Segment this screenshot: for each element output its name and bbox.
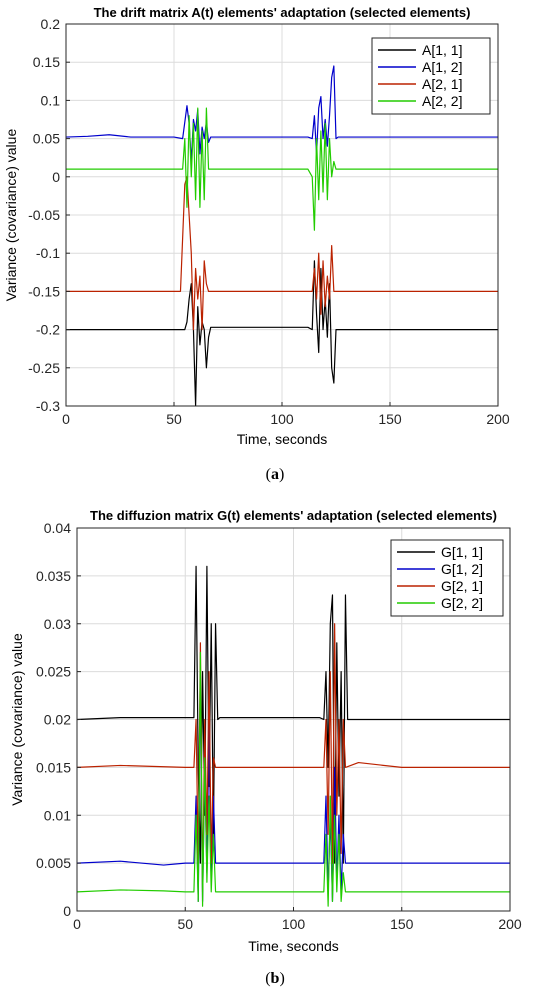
chart-b-y-tick-label: 0.02 [44, 712, 71, 728]
chart-a-title: The drift matrix A(t) elements' adaptati… [94, 5, 471, 20]
chart-a-y-tick-label: 0.15 [33, 54, 60, 70]
chart-b-x-axis-label: Time, seconds [248, 938, 339, 954]
chart-a-legend: A[1, 1]A[1, 2]A[2, 1]A[2, 2] [371, 37, 491, 115]
chart-a-y-tick-label: -0.2 [36, 322, 60, 338]
chart-a-lines [66, 65, 498, 406]
caption-a-letter: a [271, 466, 279, 483]
chart-a-legend-entry: A[1, 1] [422, 42, 462, 58]
chart-a-y-tick-label: 0.05 [33, 131, 60, 147]
chart-a-x-tick-label: 50 [166, 411, 182, 427]
chart-a-series-line-2 [66, 65, 498, 163]
chart-b-legend: G[1, 1]G[1, 2]G[2, 1]G[2, 2] [390, 539, 504, 617]
chart-b-legend-entry: G[1, 2] [441, 561, 483, 577]
chart-b-title: The diffuzion matrix G(t) elements' adap… [90, 508, 497, 523]
chart-b-y-axis-label: Variance (covariance) value [9, 633, 25, 806]
chart-b-y-tick-label: 0.015 [36, 759, 71, 775]
chart-a-legend-entry: A[2, 2] [422, 93, 462, 109]
chart-a-y-tick-label: 0.2 [41, 16, 61, 32]
chart-b-legend-entry: G[2, 2] [441, 595, 483, 611]
chart-b-y-tick-label: 0.025 [36, 664, 71, 680]
chart-a-y-axis-label: Variance (covariance) value [3, 129, 19, 302]
chart-b-ticks: 0 50 100 150 200 0 0.005 0.01 0.015 0.02 0.025 0.03… [36, 520, 522, 932]
chart-a-x-tick-label: 200 [486, 411, 510, 427]
chart-b-x-tick-label: 100 [282, 916, 306, 932]
chart-a-y-tick-label: -0.3 [36, 398, 60, 414]
chart-b-y-tick-label: 0 [63, 903, 71, 919]
caption-b: (b) [265, 970, 285, 987]
chart-b-y-tick-label: 0.005 [36, 855, 71, 871]
caption-a: (a) [265, 466, 285, 483]
chart-b-legend-entry: G[1, 1] [441, 544, 483, 560]
chart-a-y-tick-label: 0.1 [41, 92, 61, 108]
chart-b-x-tick-label: 200 [498, 916, 522, 932]
chart-a-y-tick-label: -0.05 [28, 207, 60, 223]
chart-b-series-line-3 [77, 623, 510, 893]
chart-b-series-line-4 [77, 651, 510, 907]
chart-b-y-tick-label: 0.035 [36, 568, 71, 584]
chart-a-legend-entry: A[2, 1] [422, 76, 462, 92]
chart-a-x-axis-label: Time, seconds [237, 431, 328, 447]
chart-b: 0 50 100 150 200 0 0.005 0.01 0.015 0.02 0.025 0.03… [9, 508, 522, 954]
caption-b-letter: b [270, 970, 280, 987]
chart-b-lines [77, 565, 510, 907]
chart-a-x-tick-label: 0 [62, 411, 70, 427]
chart-a-legend-entry: A[1, 2] [422, 59, 462, 75]
chart-b-legend-entry: G[2, 1] [441, 578, 483, 594]
chart-b-y-tick-label: 0.01 [44, 807, 71, 823]
chart-b-x-tick-label: 150 [390, 916, 414, 932]
chart-b-y-tick-label: 0.03 [44, 616, 71, 632]
chart-a-y-tick-label: 0 [52, 169, 60, 185]
chart-a: 0 50 100 150 200 -0.3 -0.25 -0.2 -0.15 -0.1 -0.05 0… [3, 5, 510, 447]
chart-b-y-tick-label: 0.04 [44, 520, 71, 536]
chart-a-x-tick-label: 100 [270, 411, 294, 427]
chart-a-y-tick-label: -0.1 [36, 245, 60, 261]
chart-a-y-tick-label: -0.25 [28, 360, 60, 376]
chart-a-y-tick-label: -0.15 [28, 283, 60, 299]
chart-a-ticks: 0 50 100 150 200 -0.3 -0.25 -0.2 -0.15 -0.1 -0.05 0… [28, 16, 510, 427]
chart-a-x-tick-label: 150 [378, 411, 402, 427]
chart-a-series-line-4 [66, 107, 498, 231]
chart-b-x-tick-label: 50 [177, 916, 193, 932]
chart-b-x-tick-label: 0 [73, 916, 81, 932]
